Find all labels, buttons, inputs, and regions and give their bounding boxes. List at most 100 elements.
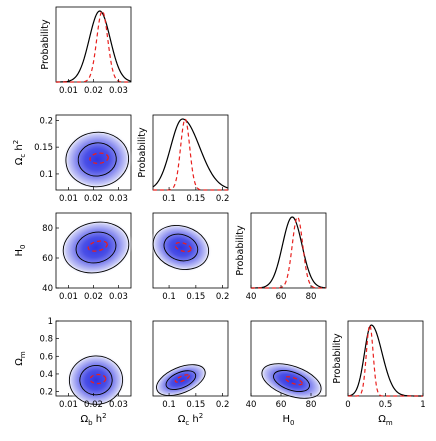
- y-tick-label: 60: [42, 254, 53, 264]
- y-tick-label: 0.15: [34, 143, 53, 153]
- svg-text:Ωm: Ωm: [14, 351, 27, 366]
- contour-2: [261, 363, 322, 399]
- y-tick-label: 0.6: [39, 352, 53, 362]
- density-omega_c-omega_m: [153, 362, 209, 398]
- marginal-frame-omega_c: [152, 114, 229, 191]
- density-fill: [59, 219, 133, 276]
- contour-2: [62, 221, 130, 274]
- x-tick-label: 0.2: [216, 194, 230, 204]
- ylabel-omega_c: Ωc h2: [12, 140, 27, 166]
- x-tick-label: 0.01: [59, 292, 78, 302]
- x-tick-label: 0.03: [109, 400, 128, 410]
- x-tick-label: 0: [345, 400, 350, 410]
- density-fill: [62, 128, 133, 191]
- density-omega_c-H0: [149, 222, 212, 273]
- x-tick-label: 80: [306, 292, 317, 302]
- y-tick-label: 80: [42, 224, 53, 234]
- x-tick-label: 0.03: [109, 86, 128, 96]
- likelihood-curve-omega_c: [153, 118, 228, 191]
- marginal-frame-omega_m: [347, 320, 424, 397]
- density-omega_b-omega_m: [66, 353, 126, 408]
- x-tick-label: 0.02: [84, 194, 103, 204]
- contour-1: [165, 370, 197, 390]
- joint-frame-omega_c-omega_m: [152, 320, 229, 397]
- xlabel-omega_b: Ωb h2: [80, 412, 106, 427]
- contour-1: [273, 370, 310, 392]
- x-tick-label: 80: [306, 400, 317, 410]
- likelihood-contour: [89, 373, 107, 385]
- contour-2: [152, 225, 210, 270]
- y-tick-label: 0.4: [39, 370, 53, 380]
- contour-1: [163, 233, 199, 262]
- x-tick-label: 0.02: [84, 400, 103, 410]
- y-tick-label: 0.2: [39, 388, 53, 398]
- likelihood-contour: [89, 152, 109, 165]
- x-tick-label: 0.1: [162, 400, 176, 410]
- likelihood-contour: [174, 374, 191, 383]
- x-tick-label: 0.03: [109, 292, 128, 302]
- x-tick-label: 0.2: [216, 400, 230, 410]
- x-tick-label: 0.1: [162, 292, 176, 302]
- xlabel-H0: H0: [283, 414, 295, 427]
- xlabel-omega_m: Ωm: [378, 414, 393, 427]
- contour-1: [77, 142, 117, 177]
- posterior-curve-omega_m: [347, 324, 423, 397]
- density-fill: [149, 222, 212, 273]
- likelihood-curve-omega_m: [348, 323, 423, 397]
- probability-label: Probability: [332, 333, 343, 384]
- likelihood-contour: [87, 240, 108, 252]
- y-tick-label: 40: [42, 284, 53, 294]
- x-tick-label: 60: [276, 292, 287, 302]
- ylabel-H0: H0: [14, 245, 27, 257]
- x-tick-label: 40: [246, 292, 257, 302]
- posterior-curve-H0: [251, 216, 327, 289]
- svg-text:Ωc h2: Ωc h2: [12, 140, 27, 166]
- density-omega_b-H0: [59, 219, 133, 276]
- contour-1: [75, 231, 117, 264]
- svg-text:H0: H0: [14, 245, 27, 257]
- x-tick-label: 0.01: [59, 86, 78, 96]
- svg-text:Ωc h2: Ωc h2: [178, 412, 204, 427]
- x-tick-label: 0.02: [84, 292, 103, 302]
- svg-text:Ωm: Ωm: [378, 414, 393, 427]
- x-tick-label: 0.02: [84, 86, 103, 96]
- contour-2: [65, 131, 130, 188]
- y-tick-label: 1: [48, 317, 53, 327]
- probability-label: Probability: [235, 225, 246, 276]
- posterior-curve-omega_b: [55, 10, 132, 83]
- density-omega_b-omega_c: [62, 128, 133, 191]
- likelihood-curve-H0: [251, 216, 326, 289]
- y-tick-label: 0.1: [39, 170, 53, 180]
- density-fill: [258, 361, 325, 401]
- xlabel-omega_c: Ωc h2: [178, 412, 204, 427]
- ylabel-omega_m: Ωm: [14, 351, 27, 366]
- x-tick-label: 0.01: [59, 194, 78, 204]
- x-tick-label: 0.15: [186, 194, 205, 204]
- marginal-frame-H0: [250, 212, 327, 289]
- density-H0-omega_m: [258, 361, 325, 401]
- density-fill: [66, 353, 126, 408]
- x-tick-label: 0.15: [186, 292, 205, 302]
- y-tick-label: 0.2: [39, 116, 53, 126]
- contour-1: [79, 364, 113, 396]
- x-tick-label: 40: [246, 400, 257, 410]
- x-tick-label: 0.01: [59, 400, 78, 410]
- svg-text:H0: H0: [283, 414, 295, 427]
- x-tick-label: 0.5: [379, 400, 393, 410]
- x-tick-label: 60: [276, 400, 287, 410]
- x-tick-label: 1: [420, 400, 425, 410]
- y-tick-label: 0.8: [39, 335, 53, 345]
- likelihood-contour: [284, 376, 303, 386]
- x-tick-label: 0.2: [216, 292, 230, 302]
- contour-2: [68, 355, 124, 405]
- x-tick-label: 0.1: [162, 194, 176, 204]
- posterior-curve-omega_c: [152, 118, 229, 189]
- probability-label: Probability: [137, 127, 148, 178]
- x-tick-label: 0.15: [186, 400, 205, 410]
- probability-label: Probability: [40, 19, 51, 70]
- svg-text:Ωb h2: Ωb h2: [80, 412, 106, 427]
- density-fill: [153, 362, 209, 398]
- contour-2: [156, 364, 206, 397]
- x-tick-label: 0.03: [109, 194, 128, 204]
